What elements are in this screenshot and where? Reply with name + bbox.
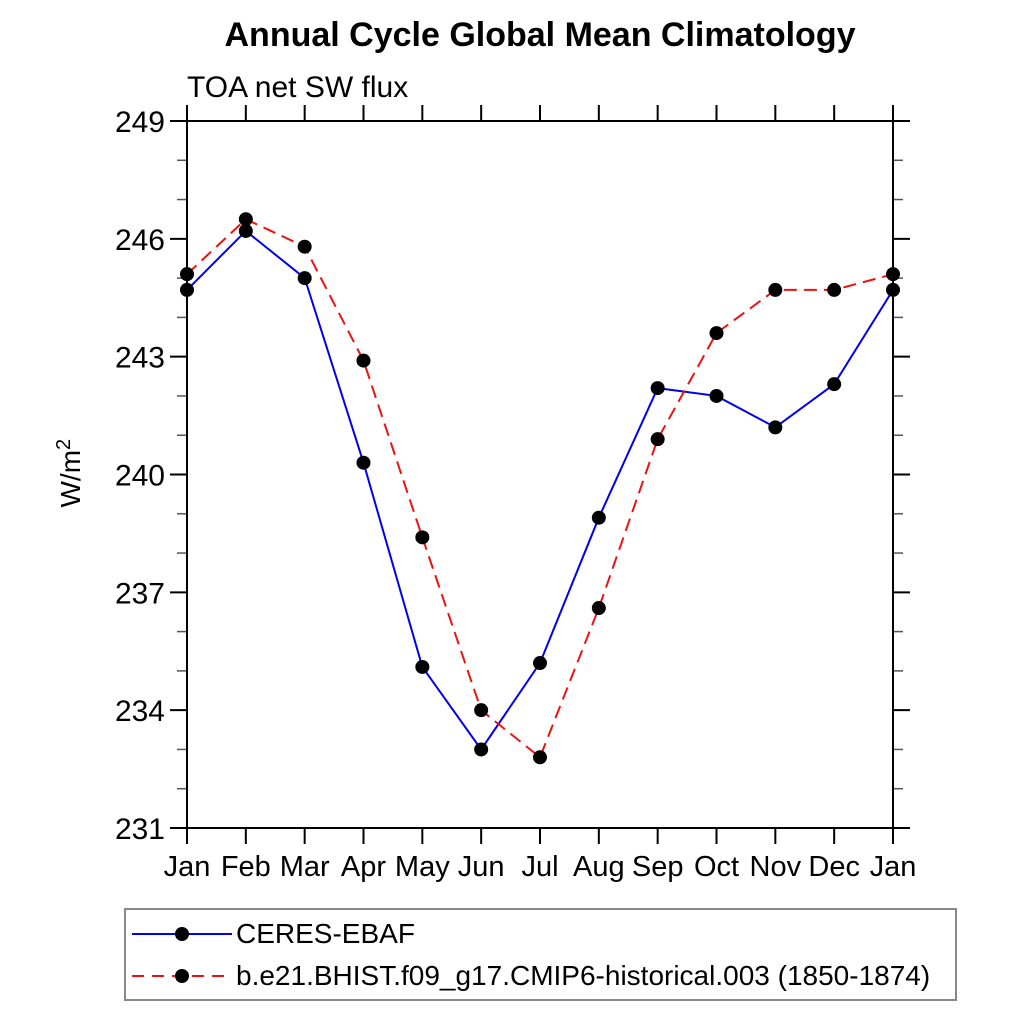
svg-text:Dec: Dec bbox=[808, 851, 860, 883]
legend-line-sample-model bbox=[132, 968, 232, 983]
svg-text:240: 240 bbox=[115, 460, 165, 493]
svg-text:246: 246 bbox=[115, 224, 165, 257]
svg-text:231: 231 bbox=[115, 813, 165, 846]
svg-text:Jan: Jan bbox=[870, 851, 917, 883]
svg-text:Oct: Oct bbox=[694, 851, 739, 883]
svg-text:Apr: Apr bbox=[341, 851, 386, 883]
svg-text:Mar: Mar bbox=[280, 851, 330, 883]
legend-line-sample-ceres bbox=[132, 926, 232, 941]
legend-label-ceres: CERES-EBAF bbox=[236, 917, 415, 949]
chart-title: Annual Cycle Global Mean Climatology bbox=[224, 16, 856, 54]
svg-text:Feb: Feb bbox=[221, 851, 271, 883]
legend-item-model: b.e21.BHIST.f09_g17.CMIP6-historical.003… bbox=[130, 955, 955, 997]
legend: CERES-EBAF b.e21.BHIST.f09_g17.CMIP6-his… bbox=[124, 908, 957, 1001]
svg-text:Jan: Jan bbox=[164, 851, 211, 883]
svg-text:Nov: Nov bbox=[750, 851, 802, 883]
chart-subtitle: TOA net SW flux bbox=[187, 71, 409, 104]
svg-text:243: 243 bbox=[115, 342, 165, 375]
legend-label-model: b.e21.BHIST.f09_g17.CMIP6-historical.003… bbox=[236, 959, 931, 991]
svg-text:Jun: Jun bbox=[458, 851, 505, 883]
svg-text:Aug: Aug bbox=[573, 851, 625, 883]
legend-item-ceres: CERES-EBAF bbox=[130, 913, 955, 955]
svg-text:Jul: Jul bbox=[521, 851, 558, 883]
svg-text:234: 234 bbox=[115, 695, 165, 728]
svg-text:May: May bbox=[395, 851, 450, 883]
svg-text:237: 237 bbox=[115, 577, 165, 610]
svg-text:249: 249 bbox=[115, 106, 165, 139]
svg-text:Sep: Sep bbox=[632, 851, 684, 883]
